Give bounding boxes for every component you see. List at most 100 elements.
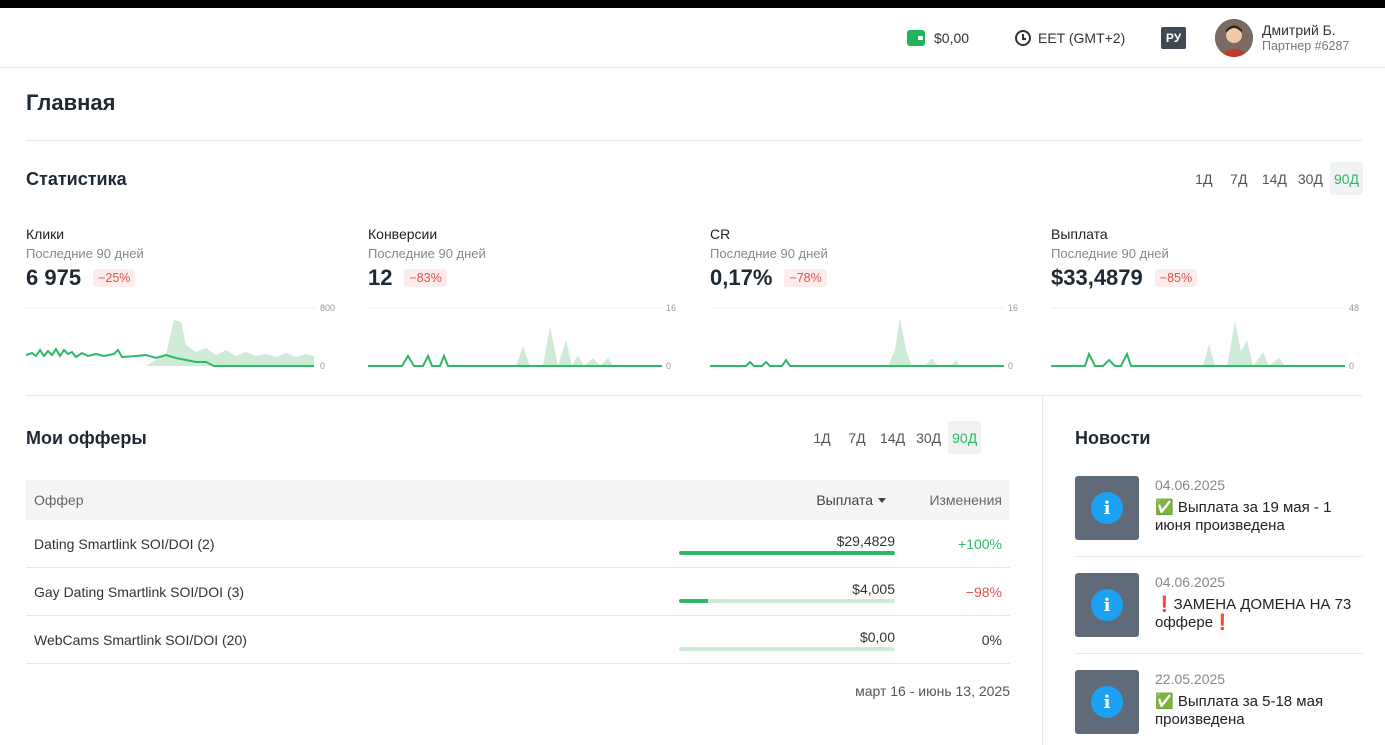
kpi-change-badge: −25% [93, 269, 136, 287]
offer-payout: $29,4829 [836, 533, 895, 549]
kpi-sublabel: Последние 90 дней [710, 246, 828, 261]
kpi-label: Конверсии [368, 226, 438, 242]
timezone[interactable]: EET (GMT+2) [1015, 8, 1125, 68]
offers-table: Оффер Выплата Изменения Dating Smartlink… [26, 480, 1010, 664]
stats-title: Статистика [26, 169, 127, 189]
period-tab-2[interactable]: 7Д [1230, 170, 1248, 187]
period-tab-5[interactable]: 90Д [1329, 162, 1363, 195]
kpi-sublabel: Последние 90 дней [26, 246, 144, 261]
payout-progress-bar [679, 647, 895, 651]
language-badge[interactable]: РУ [1161, 27, 1186, 49]
axis-max-label: 16 [666, 303, 676, 313]
news-date: 04.06.2025 [1155, 574, 1226, 590]
kpi-label: CR [710, 226, 731, 242]
kpi-label: Выплата [1051, 226, 1108, 242]
news-text: ❗ЗАМЕНА ДОМЕНА НА 73 оффере❗ [1155, 596, 1352, 631]
language-switcher[interactable]: РУ [1161, 8, 1186, 68]
kpi-change-badge: −85% [1154, 269, 1198, 287]
period-tab-5[interactable]: 90Д [948, 421, 982, 454]
period-tab-3[interactable]: 14Д [1261, 170, 1287, 187]
balance-value: $0,00 [934, 30, 970, 46]
news-date: 04.06.2025 [1155, 477, 1226, 493]
period-tab-1[interactable]: 1Д [1195, 170, 1213, 187]
balance[interactable]: $0,00 [907, 8, 969, 68]
sparkline-cr: 16 0 [710, 303, 1018, 371]
offer-payout: $0,00 [859, 629, 895, 645]
user-name: Дмитрий Б. [1262, 22, 1336, 39]
divider [1075, 556, 1363, 557]
period-tab-1[interactable]: 1Д [813, 429, 831, 446]
kpi-conversions: Конверсии Последние 90 дней 12 −83% [368, 226, 688, 291]
stats-period-tabs: 1Д 7Д 14Д 30Д 90Д [1188, 162, 1363, 195]
kpi-sublabel: Последние 90 дней [368, 246, 486, 261]
column-header-offer: Оффер [34, 492, 84, 508]
period-tab-4[interactable]: 30Д [916, 429, 942, 446]
page-title: Главная [26, 90, 116, 115]
axis-min-label: 0 [320, 361, 325, 371]
info-icon: i [1091, 686, 1123, 718]
news-text: ✅ Выплата за 5-18 мая произведена [1155, 693, 1324, 728]
table-row[interactable]: WebCams Smartlink SOI/DOI (20) $0,00 0% [26, 616, 1010, 664]
axis-max-label: 48 [1349, 303, 1359, 313]
kpi-clicks: Клики Последние 90 дней 6 975 −25% [26, 226, 346, 291]
news-thumbnail: i [1075, 573, 1139, 637]
divider [1075, 653, 1363, 654]
info-icon: i [1091, 492, 1123, 524]
offer-change: −98% [965, 584, 1002, 600]
axis-min-label: 0 [1008, 361, 1013, 371]
sparkline-payout: 48 0 [1051, 303, 1359, 371]
axis-min-label: 0 [666, 361, 671, 371]
sparkline-clicks: 800 0 [26, 303, 335, 371]
kpi-value: 12 [368, 265, 393, 290]
avatar-image [1215, 19, 1253, 57]
offer-change: 0% [981, 632, 1002, 648]
avatar[interactable] [1215, 19, 1253, 57]
payout-progress-bar [679, 599, 895, 603]
offer-name[interactable]: WebCams Smartlink SOI/DOI (20) [34, 632, 247, 648]
offers-title: Мои офферы [26, 428, 147, 448]
partner-id: Партнер #6287 [1262, 38, 1350, 53]
column-divider [1042, 396, 1043, 745]
column-header-change: Изменения [929, 492, 1002, 508]
top-strip [0, 0, 1385, 8]
news-date: 22.05.2025 [1155, 671, 1226, 687]
period-tab-2[interactable]: 7Д [848, 429, 866, 446]
kpi-change-badge: −83% [404, 269, 447, 287]
kpi-value: $33,4879 [1051, 265, 1143, 290]
header: $0,00 EET (GMT+2) РУ Дмитрий Б. Партнер … [0, 8, 1385, 68]
kpi-label: Клики [26, 226, 65, 242]
timezone-label: EET (GMT+2) [1038, 30, 1126, 46]
kpi-value: 6 975 [26, 265, 82, 290]
kpi-change-badge: −78% [784, 269, 827, 287]
offer-name[interactable]: Gay Dating Smartlink SOI/DOI (3) [34, 584, 245, 600]
news-title: Новости [1075, 428, 1151, 448]
kpi-value: 0,17% [710, 265, 773, 290]
info-icon: i [1091, 589, 1123, 621]
news-thumbnail: i [1075, 476, 1139, 540]
table-row[interactable]: Gay Dating Smartlink SOI/DOI (3) $4,005 −9… [26, 568, 1010, 616]
period-tab-3[interactable]: 14Д [880, 429, 906, 446]
divider [26, 140, 1362, 141]
offer-name[interactable]: Dating Smartlink SOI/DOI (2) [34, 536, 215, 552]
payout-progress-bar [679, 551, 895, 555]
offers-period-tabs: 1Д 7Д 14Д 30Д 90Д [806, 421, 982, 454]
date-range: март 16 - июнь 13, 2025 [855, 683, 1010, 699]
axis-max-label: 800 [320, 303, 335, 313]
period-tab-4[interactable]: 30Д [1297, 170, 1323, 187]
table-row[interactable]: Dating Smartlink SOI/DOI (2) $29,4829 +100… [26, 520, 1010, 568]
divider [26, 395, 1362, 396]
axis-max-label: 16 [1008, 303, 1018, 313]
offer-payout: $4,005 [852, 581, 895, 597]
user-menu[interactable]: Дмитрий Б. Партнер #6287 [1215, 8, 1349, 68]
payout-progress-fill [679, 599, 709, 603]
table-header: Оффер Выплата Изменения [26, 480, 1010, 520]
payout-header-label: Выплата [816, 492, 873, 508]
clock-icon [1015, 30, 1031, 46]
column-header-payout[interactable]: Выплата [816, 492, 886, 508]
sparkline-conversions: 16 0 [368, 303, 676, 371]
offer-change: +100% [958, 536, 1002, 552]
axis-min-label: 0 [1349, 361, 1354, 371]
payout-progress-fill [679, 551, 895, 555]
kpi-cr: CR Последние 90 дней 0,17% −78% [710, 226, 1030, 291]
wallet-icon [907, 30, 925, 46]
